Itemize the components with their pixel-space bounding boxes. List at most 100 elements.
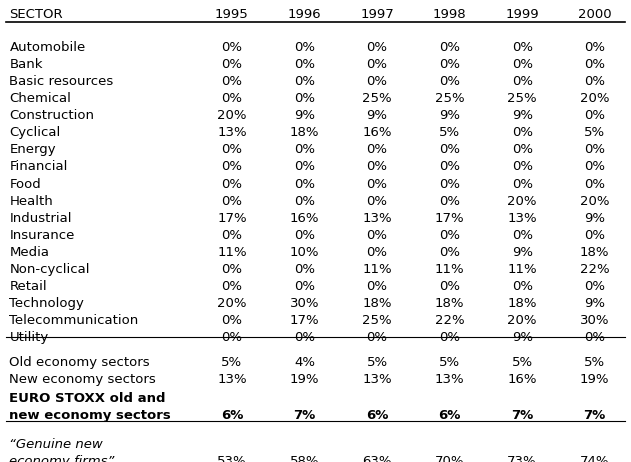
Text: 5%: 5% <box>439 127 460 140</box>
Text: 0%: 0% <box>221 144 242 157</box>
Text: 0%: 0% <box>439 144 460 157</box>
Text: 9%: 9% <box>294 109 315 122</box>
Text: 0%: 0% <box>439 58 460 71</box>
Text: 6%: 6% <box>221 409 243 422</box>
Text: 0%: 0% <box>367 58 387 71</box>
Text: 17%: 17% <box>435 212 464 225</box>
Text: 11%: 11% <box>362 263 392 276</box>
Text: 0%: 0% <box>367 160 387 174</box>
Text: Health: Health <box>9 195 53 207</box>
Text: Automobile: Automobile <box>9 41 86 55</box>
Text: 0%: 0% <box>512 41 533 55</box>
Text: 6%: 6% <box>366 409 388 422</box>
Text: 30%: 30% <box>290 297 319 310</box>
Text: Media: Media <box>9 246 49 259</box>
Text: 0%: 0% <box>512 127 533 140</box>
Text: 10%: 10% <box>290 246 319 259</box>
Text: 0%: 0% <box>584 280 605 293</box>
Text: 0%: 0% <box>367 144 387 157</box>
Text: 13%: 13% <box>362 212 392 225</box>
Text: 1999: 1999 <box>505 8 539 21</box>
Text: 0%: 0% <box>221 314 242 327</box>
Text: Retail: Retail <box>9 280 47 293</box>
Text: 74%: 74% <box>580 455 610 462</box>
Text: 25%: 25% <box>362 314 392 327</box>
Text: 0%: 0% <box>367 331 387 344</box>
Text: 9%: 9% <box>512 331 533 344</box>
Text: 9%: 9% <box>584 212 605 225</box>
Text: new economy sectors: new economy sectors <box>9 409 171 422</box>
Text: 0%: 0% <box>512 75 533 88</box>
Text: 0%: 0% <box>512 58 533 71</box>
Text: 9%: 9% <box>367 109 387 122</box>
Text: 20%: 20% <box>580 195 610 207</box>
Text: Construction: Construction <box>9 109 95 122</box>
Text: 18%: 18% <box>580 246 610 259</box>
Text: 9%: 9% <box>584 297 605 310</box>
Text: 7%: 7% <box>293 409 316 422</box>
Text: 13%: 13% <box>507 212 537 225</box>
Text: 0%: 0% <box>221 229 242 242</box>
Text: Non-cyclical: Non-cyclical <box>9 263 90 276</box>
Text: 0%: 0% <box>439 160 460 174</box>
Text: 70%: 70% <box>435 455 464 462</box>
Text: 0%: 0% <box>294 229 315 242</box>
Text: 18%: 18% <box>362 297 392 310</box>
Text: 5%: 5% <box>221 356 242 369</box>
Text: 11%: 11% <box>217 246 247 259</box>
Text: 0%: 0% <box>439 229 460 242</box>
Text: 1995: 1995 <box>215 8 249 21</box>
Text: Technology: Technology <box>9 297 85 310</box>
Text: 25%: 25% <box>507 92 537 105</box>
Text: 0%: 0% <box>221 41 242 55</box>
Text: 0%: 0% <box>584 109 605 122</box>
Text: 0%: 0% <box>294 92 315 105</box>
Text: 0%: 0% <box>584 144 605 157</box>
Text: 17%: 17% <box>217 212 247 225</box>
Text: 0%: 0% <box>221 177 242 190</box>
Text: 0%: 0% <box>294 41 315 55</box>
Text: 7%: 7% <box>511 409 533 422</box>
Text: 13%: 13% <box>362 373 392 386</box>
Text: 53%: 53% <box>217 455 247 462</box>
Text: 0%: 0% <box>439 331 460 344</box>
Text: 0%: 0% <box>584 58 605 71</box>
Text: 63%: 63% <box>362 455 392 462</box>
Text: Financial: Financial <box>9 160 68 174</box>
Text: Food: Food <box>9 177 41 190</box>
Text: 11%: 11% <box>435 263 464 276</box>
Text: 0%: 0% <box>439 177 460 190</box>
Text: 20%: 20% <box>217 109 247 122</box>
Text: 0%: 0% <box>367 280 387 293</box>
Text: Energy: Energy <box>9 144 56 157</box>
Text: 0%: 0% <box>512 144 533 157</box>
Text: EURO STOXX old and: EURO STOXX old and <box>9 392 166 405</box>
Text: 0%: 0% <box>367 75 387 88</box>
Text: 0%: 0% <box>294 58 315 71</box>
Text: 0%: 0% <box>367 41 387 55</box>
Text: 5%: 5% <box>367 356 387 369</box>
Text: 25%: 25% <box>362 92 392 105</box>
Text: 19%: 19% <box>290 373 319 386</box>
Text: 20%: 20% <box>580 92 610 105</box>
Text: 0%: 0% <box>367 195 387 207</box>
Text: Telecommunication: Telecommunication <box>9 314 139 327</box>
Text: 5%: 5% <box>512 356 533 369</box>
Text: 0%: 0% <box>221 263 242 276</box>
Text: 0%: 0% <box>439 195 460 207</box>
Text: 20%: 20% <box>507 195 537 207</box>
Text: 4%: 4% <box>294 356 315 369</box>
Text: 30%: 30% <box>580 314 610 327</box>
Text: Old economy sectors: Old economy sectors <box>9 356 150 369</box>
Text: 0%: 0% <box>439 280 460 293</box>
Text: 6%: 6% <box>439 409 461 422</box>
Text: 18%: 18% <box>507 297 537 310</box>
Text: 0%: 0% <box>294 177 315 190</box>
Text: 0%: 0% <box>512 160 533 174</box>
Text: 0%: 0% <box>221 160 242 174</box>
Text: 0%: 0% <box>367 177 387 190</box>
Text: 13%: 13% <box>217 127 247 140</box>
Text: economy firms”: economy firms” <box>9 455 115 462</box>
Text: 9%: 9% <box>512 109 533 122</box>
Text: 0%: 0% <box>367 246 387 259</box>
